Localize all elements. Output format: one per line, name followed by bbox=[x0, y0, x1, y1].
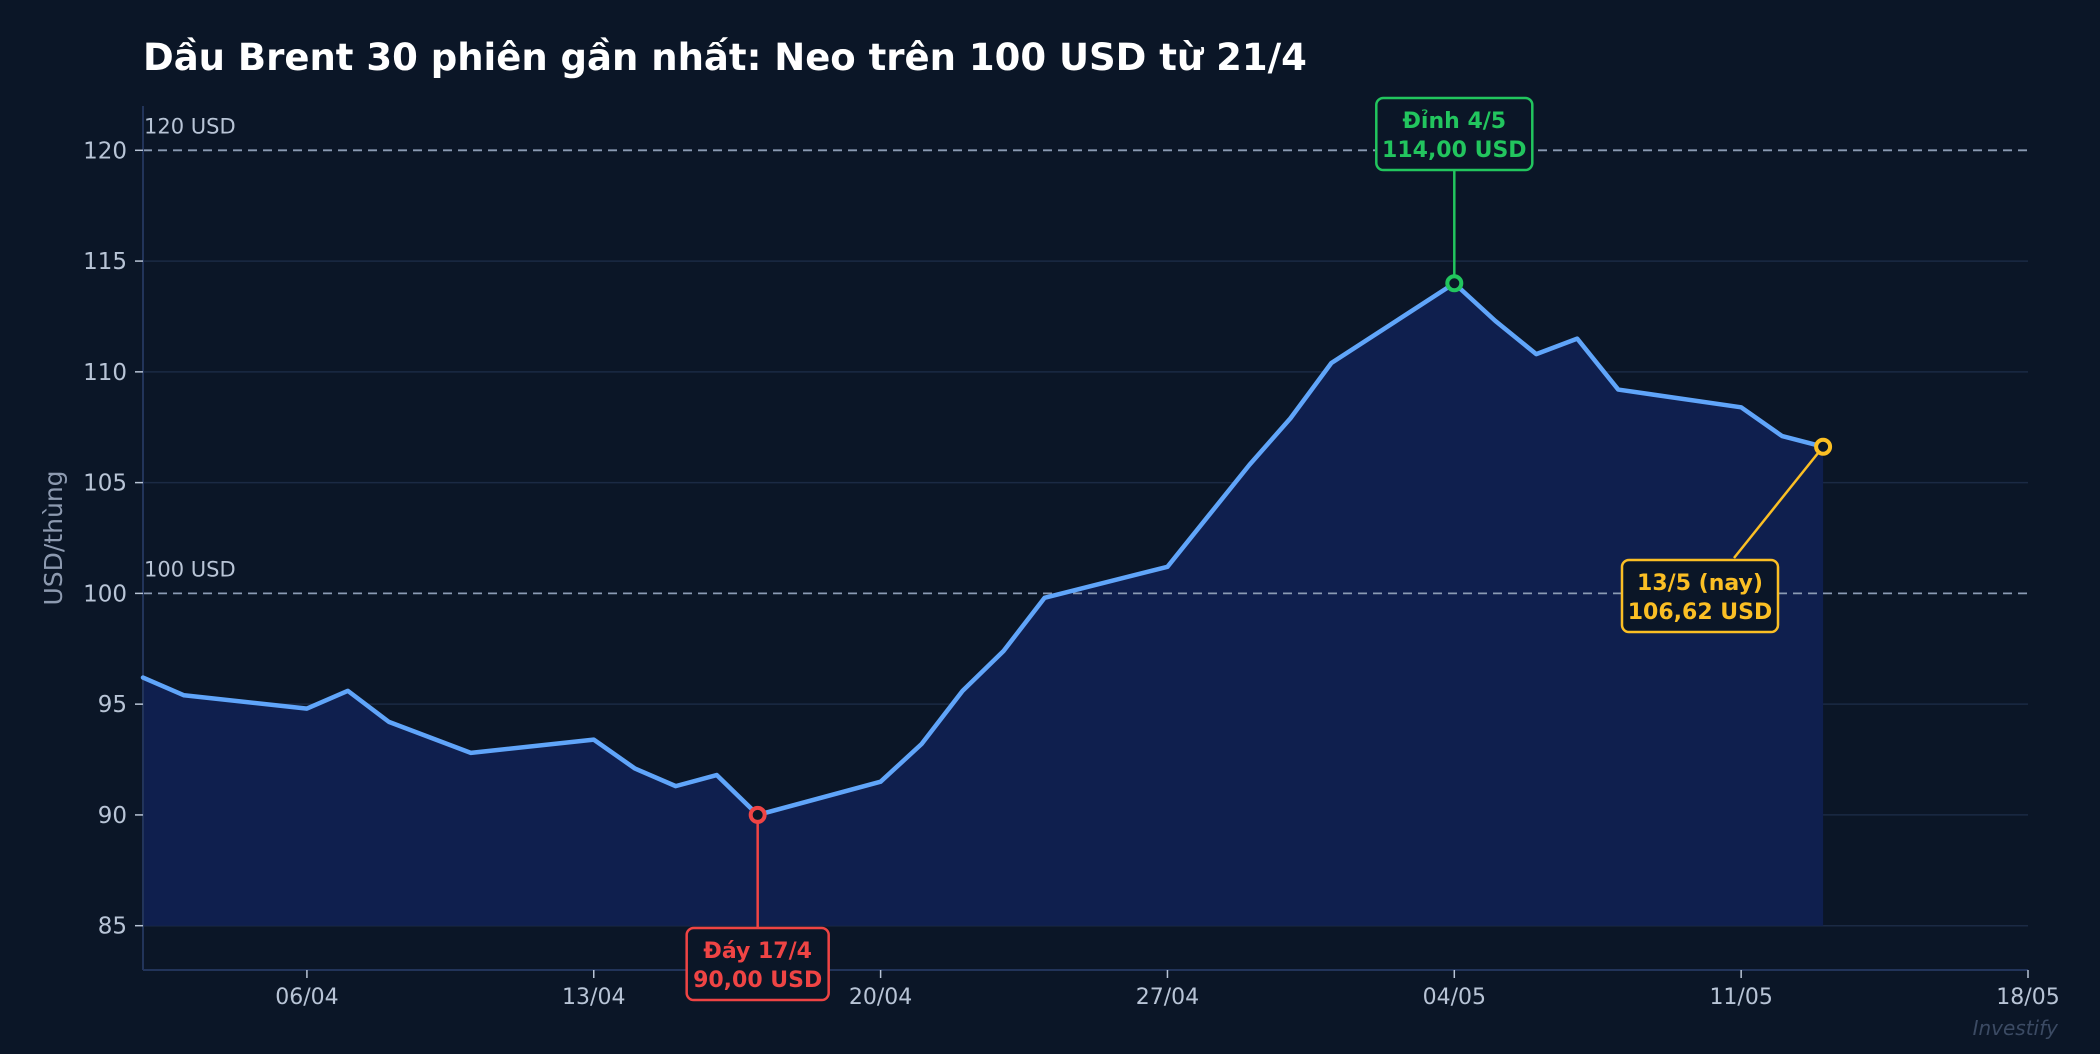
annotation-box bbox=[1375, 96, 1534, 172]
price-area bbox=[143, 283, 1824, 926]
reference-line-label: 100 USD bbox=[144, 557, 236, 581]
annotation-box bbox=[1620, 558, 1780, 634]
annotation-value: 90,00 USD bbox=[693, 968, 822, 993]
y-tick-label: 115 bbox=[83, 249, 127, 275]
x-tick-label: 06/04 bbox=[275, 985, 338, 1010]
x-tick-label: 13/04 bbox=[562, 985, 625, 1010]
chart-title: Dầu Brent 30 phiên gần nhất: Neo trên 10… bbox=[143, 36, 1307, 79]
x-tick-label: 27/04 bbox=[1136, 985, 1199, 1010]
y-tick-label: 90 bbox=[98, 803, 127, 829]
annotation-value: 106,62 USD bbox=[1628, 600, 1773, 625]
annotation-box bbox=[685, 926, 830, 1002]
watermark: Investify bbox=[1972, 1016, 2058, 1040]
x-tick-label: 20/04 bbox=[849, 985, 912, 1010]
x-tick-label: 04/05 bbox=[1423, 985, 1486, 1010]
x-tick-label: 18/05 bbox=[1996, 985, 2059, 1010]
y-tick-label: 85 bbox=[98, 914, 127, 940]
annotation-marker bbox=[1814, 437, 1833, 456]
y-tick-label: 95 bbox=[98, 692, 127, 718]
y-tick-label: 120 bbox=[83, 138, 127, 164]
annotation-connector bbox=[1733, 445, 1825, 559]
annotation-marker bbox=[1445, 274, 1464, 293]
y-tick-label: 100 bbox=[83, 581, 127, 607]
reference-line-label: 120 USD bbox=[144, 114, 236, 138]
annotation-label: Đáy 17/4 bbox=[703, 939, 812, 964]
annotation-current: 13/5 (nay) 106,62 USD bbox=[1620, 437, 1833, 634]
annotation-marker bbox=[748, 805, 767, 824]
y-axis-label: USD/thùng bbox=[39, 470, 68, 605]
x-tick-label: 11/05 bbox=[1709, 985, 1772, 1010]
price-line bbox=[140, 280, 1826, 818]
annotation-high: Đỉnh 4/5 114,00 USD bbox=[1375, 96, 1534, 293]
annotation-label: Đỉnh 4/5 bbox=[1402, 109, 1506, 134]
annotation-label: 13/5 (nay) bbox=[1637, 571, 1763, 596]
y-tick-label: 105 bbox=[83, 471, 127, 497]
annotation-low: Đáy 17/4 90,00 USD bbox=[685, 805, 830, 1002]
y-tick-label: 110 bbox=[83, 360, 127, 386]
annotation-value: 114,00 USD bbox=[1382, 138, 1527, 163]
